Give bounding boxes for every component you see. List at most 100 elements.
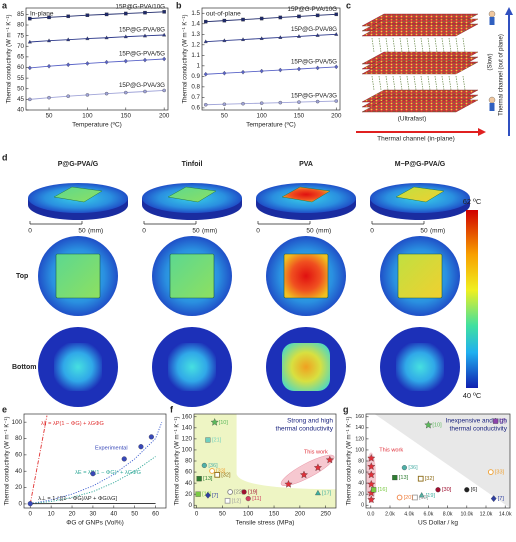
x-tick-label: 50: [46, 113, 53, 120]
x-tick-label: 0.0: [367, 511, 374, 517]
marker: [424, 420, 433, 429]
sample-top: [395, 186, 445, 203]
marker: [222, 102, 227, 106]
marker: [104, 12, 109, 17]
person-body: [489, 17, 495, 25]
connector: [434, 75, 438, 91]
marker: [259, 101, 264, 105]
marker: [85, 13, 90, 17]
marker: [325, 455, 334, 464]
panel-label: f: [170, 404, 174, 414]
marker: [66, 37, 71, 42]
connector: [455, 37, 459, 53]
series-label: [19]: [248, 489, 258, 495]
plot-frame: [25, 7, 169, 111]
x-axis-label: Temperature (ºC): [72, 122, 122, 129]
sample-top: [167, 186, 217, 203]
annotation: Strong and high: [287, 418, 333, 425]
y-tick-label: 80: [15, 435, 22, 442]
marker: [222, 70, 227, 76]
marker: [296, 34, 301, 38]
marker: [241, 101, 245, 106]
x-axis-label: US Dollar / kg: [418, 520, 458, 527]
connector: [385, 37, 389, 53]
x-tick-label: 250: [321, 511, 332, 518]
series-label: [10]: [432, 423, 442, 429]
y-tick-label: 140: [182, 424, 193, 431]
x-tick-label: 50: [131, 511, 138, 518]
x-axis-label: Tensile stress (MPa): [236, 520, 295, 527]
y-tick-label: 85: [17, 11, 24, 18]
person-body: [489, 103, 495, 111]
column-title: P@G-PVA/G: [58, 161, 99, 168]
series-label: This work: [379, 448, 403, 454]
plot-frame: [23, 413, 167, 509]
connector: [392, 75, 396, 91]
colorbar: [466, 210, 478, 388]
scale-start: 0: [256, 228, 260, 235]
in-plane-label: Thermal channel (in-plane): [377, 136, 455, 143]
column-title: M−P@G-PVA/G: [395, 161, 446, 168]
series-label: [12]: [419, 495, 429, 501]
connector: [441, 37, 445, 53]
x-tick-label: 2.0k: [385, 511, 395, 517]
x-tick-label: 200: [331, 113, 342, 120]
series-label: [32]: [425, 476, 435, 482]
x-axis-label: ΦG of GNPs (Vol%): [66, 520, 124, 527]
connector: [406, 37, 410, 53]
marker: [284, 479, 293, 488]
top-sample: [55, 253, 101, 299]
series-line: [205, 13, 337, 23]
series-label: [36]: [408, 465, 418, 471]
sample-top: [281, 186, 331, 203]
x-tick-label: 60: [152, 511, 159, 518]
annotation: thermal conductivity: [276, 426, 334, 433]
marker: [278, 67, 283, 73]
scale-end: 50: [420, 228, 428, 235]
series-line: [205, 100, 337, 106]
marker: [196, 476, 202, 482]
connector: [378, 37, 382, 53]
series-label: [16]: [378, 487, 388, 493]
series-label: [33]: [495, 470, 505, 476]
marker: [259, 16, 264, 21]
series-label: 15P@G-PVA/10G: [116, 3, 166, 10]
scale-unit: (mm): [88, 228, 103, 235]
marker: [334, 64, 339, 70]
series-label: [7]: [498, 496, 505, 502]
y-tick-label: 0: [19, 501, 23, 508]
series-line: [29, 415, 48, 504]
marker: [464, 487, 470, 493]
series-line: [29, 90, 165, 100]
x-tick-label: 50: [221, 113, 228, 120]
connector: [427, 75, 431, 91]
marker: [493, 418, 499, 424]
sample-top: [53, 186, 103, 203]
marker: [203, 39, 208, 44]
slow-label: (Slow): [488, 53, 494, 70]
y-tick-label: 40: [15, 468, 22, 475]
marker: [148, 434, 154, 440]
connector: [427, 37, 431, 53]
marker: [27, 501, 33, 507]
connector: [413, 37, 417, 53]
scale-start: 0: [28, 228, 32, 235]
marker: [487, 469, 494, 475]
series-label: 15P@G-PVA/5G: [291, 59, 337, 66]
series-label: 15P@G-PVA/10G: [288, 6, 338, 13]
x-axis-label: Temperature (ºC): [246, 122, 296, 129]
y-tick-label: 1.1: [191, 52, 200, 59]
series-label: λ∥ = λP(1 − ΦG) + λGΦG: [41, 420, 104, 427]
scale-unit: (mm): [316, 228, 331, 235]
y-tick-label: 160: [182, 413, 193, 420]
marker: [47, 15, 51, 20]
marker: [162, 10, 166, 14]
marker: [104, 35, 109, 40]
x-tick-label: 40: [110, 511, 117, 518]
marker: [297, 100, 301, 104]
y-tick-label: 40: [185, 480, 192, 487]
marker: [241, 489, 247, 495]
marker: [85, 36, 90, 41]
annotation: out-of-plane: [206, 11, 241, 18]
